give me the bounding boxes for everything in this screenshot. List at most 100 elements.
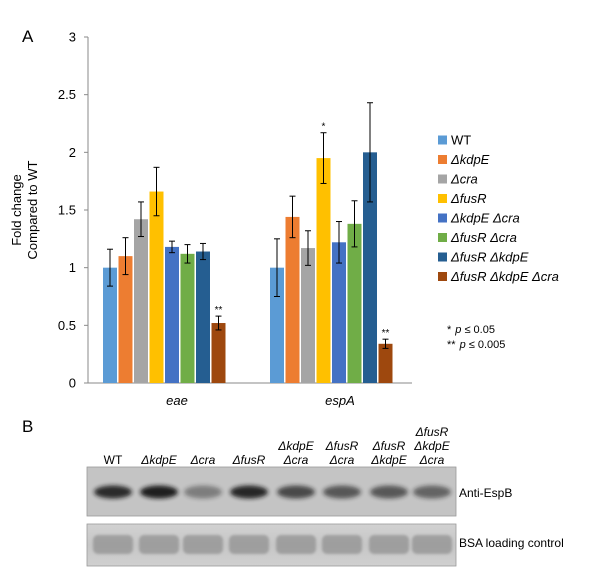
error-bar [351,200,358,248]
legend-item: ΔfusR ΔkdpE Δcra [438,269,559,284]
espb-band [140,485,178,499]
error-bar [274,238,280,297]
error-bar [122,237,129,276]
legend-label: ΔkdpE Δcra [450,211,520,226]
bar [347,223,362,383]
bsa-band [183,535,223,554]
error-bar [305,230,311,266]
error-bar [138,201,144,238]
espb-band [184,485,222,499]
legend-swatch [438,272,447,281]
bsa-band [93,535,133,554]
blot-lane-label: ΔfusR [415,425,449,439]
legend-swatch [438,135,447,145]
anti-espb-label: Anti-EspB [459,486,512,500]
bar [316,158,331,383]
significance-marks: ***** [215,122,390,339]
y-tick-label: 0 [69,376,76,391]
bsa-band [412,535,452,554]
bar [165,246,179,383]
bar [196,251,210,383]
y-axis-title: Fold change Compared to WT [9,160,40,259]
significance-mark: * [322,122,326,133]
legend-label: ΔfusR [450,191,486,206]
bar [301,248,315,383]
footnote-line-2: ** p ≤ 0.005 [447,339,505,351]
espb-band [277,485,315,499]
error-bar [153,166,160,217]
legend-label: WT [451,133,471,148]
bar [118,256,133,383]
blot-lane-label: ΔkdpE [140,453,177,467]
error-bar [200,242,206,261]
category-label-espa: espA [325,393,355,408]
error-bar [336,221,342,264]
error-bar [382,338,389,349]
blot-lane-label: WT [104,453,123,467]
bar [332,242,346,383]
espb-band [94,485,132,499]
y-axis-title-line1: Fold change [9,174,24,246]
panel-label-b: B [22,417,33,436]
bsa-bands [93,535,452,554]
bsa-band [276,535,316,554]
bar [363,152,377,383]
bsa-loading-control-label: BSA loading control [459,536,564,550]
legend-item: ΔfusR ΔkdpE [438,250,529,265]
legend: WT ΔkdpE Δcra ΔfusR ΔkdpE Δcra ΔfusR Δcra Δfus… [438,133,559,284]
blot-lane-label: Δcra [329,453,355,467]
legend-label: ΔkdpE [450,152,490,167]
legend-label: ΔfusR ΔkdpE [450,250,529,265]
bar [180,253,195,383]
panel-label-a: A [22,27,34,46]
legend-item: ΔkdpE Δcra [438,211,520,226]
error-bar [367,102,373,203]
error-bar [289,195,296,239]
blot-lane-label: ΔfusR [325,439,359,453]
espb-band [323,485,361,499]
significance-mark: ** [382,328,390,339]
bar [134,219,148,383]
bar [103,267,117,383]
legend-item: Δcra [438,172,478,187]
blot-lane-label: ΔkdpE [413,439,450,453]
error-bar [215,315,222,331]
bsa-loading-gel [86,523,457,567]
error-bar [169,240,175,254]
legend-label: Δcra [450,172,478,187]
blot-lane-label: ΔfusR [232,453,266,467]
y-tick-label: 1.5 [58,203,76,218]
bsa-band [322,535,362,554]
anti-espb-bands [94,485,451,499]
espb-band [413,485,451,499]
significance-mark: ** [215,305,223,316]
blot-lane-label: ΔfusR [372,439,406,453]
footnote-line-1: * p ≤ 0.05 [447,324,495,336]
y-ticks: 0 0.5 1 1.5 2 2.5 3 [58,30,88,391]
legend-item: ΔfusR Δcra [438,230,517,245]
bar [378,343,393,383]
blot-lane-label: Δcra [190,453,216,467]
legend-swatch [438,155,447,164]
legend-label: ΔfusR ΔkdpE Δcra [450,269,559,284]
anti-espb-blot [86,466,457,517]
bsa-band [229,535,269,554]
blot-lane-label: Δcra [283,453,309,467]
blot-lane-label: Δcra [419,453,445,467]
y-tick-label: 3 [69,30,76,45]
error-bar [184,244,191,264]
legend-item: ΔfusR [438,191,486,206]
bar [149,191,164,383]
blot-lane-label: ΔkdpE [277,439,314,453]
error-bars [107,102,389,349]
y-tick-label: 2.5 [58,87,76,102]
blot-lane-labels: WT ΔkdpE Δcra ΔfusRΔkdpEΔcraΔfusRΔcraΔfusRΔ… [104,425,451,467]
legend-swatch [438,252,447,262]
bar [270,267,284,383]
y-tick-label: 0.5 [58,318,76,333]
legend-label: ΔfusR Δcra [450,230,517,245]
blot-lane-label: ΔkdpE [370,453,407,467]
error-bar [320,132,327,184]
espb-band [370,485,408,499]
bar [211,323,226,383]
